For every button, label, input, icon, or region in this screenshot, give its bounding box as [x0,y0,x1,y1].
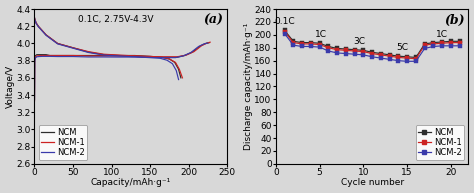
Text: 0.1C, 2.75V-4.3V: 0.1C, 2.75V-4.3V [78,15,153,24]
X-axis label: Cycle number: Cycle number [340,179,404,187]
Y-axis label: Discharge capacity/mAh·g⁻¹: Discharge capacity/mAh·g⁻¹ [244,23,253,150]
Text: (a): (a) [204,14,224,27]
Text: (b): (b) [445,14,465,27]
Text: 1C: 1C [315,30,328,39]
X-axis label: Capacity/mAh·g⁻¹: Capacity/mAh·g⁻¹ [91,179,171,187]
Y-axis label: Voltage/V: Voltage/V [6,65,15,108]
Legend: NCM, NCM-1, NCM-2: NCM, NCM-1, NCM-2 [416,125,464,160]
Legend: NCM, NCM-1, NCM-2: NCM, NCM-1, NCM-2 [39,125,87,160]
Text: 1C: 1C [436,30,448,39]
Text: 3C: 3C [353,37,365,46]
Text: 5C: 5C [397,43,409,52]
Text: 0.1C: 0.1C [274,17,295,26]
